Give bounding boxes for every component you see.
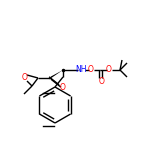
Text: O: O	[22, 74, 28, 83]
Text: O: O	[88, 66, 94, 74]
Polygon shape	[49, 70, 63, 79]
Text: O: O	[106, 66, 112, 74]
Text: O: O	[60, 83, 66, 93]
Text: O: O	[99, 78, 105, 86]
Text: NH: NH	[75, 66, 87, 74]
